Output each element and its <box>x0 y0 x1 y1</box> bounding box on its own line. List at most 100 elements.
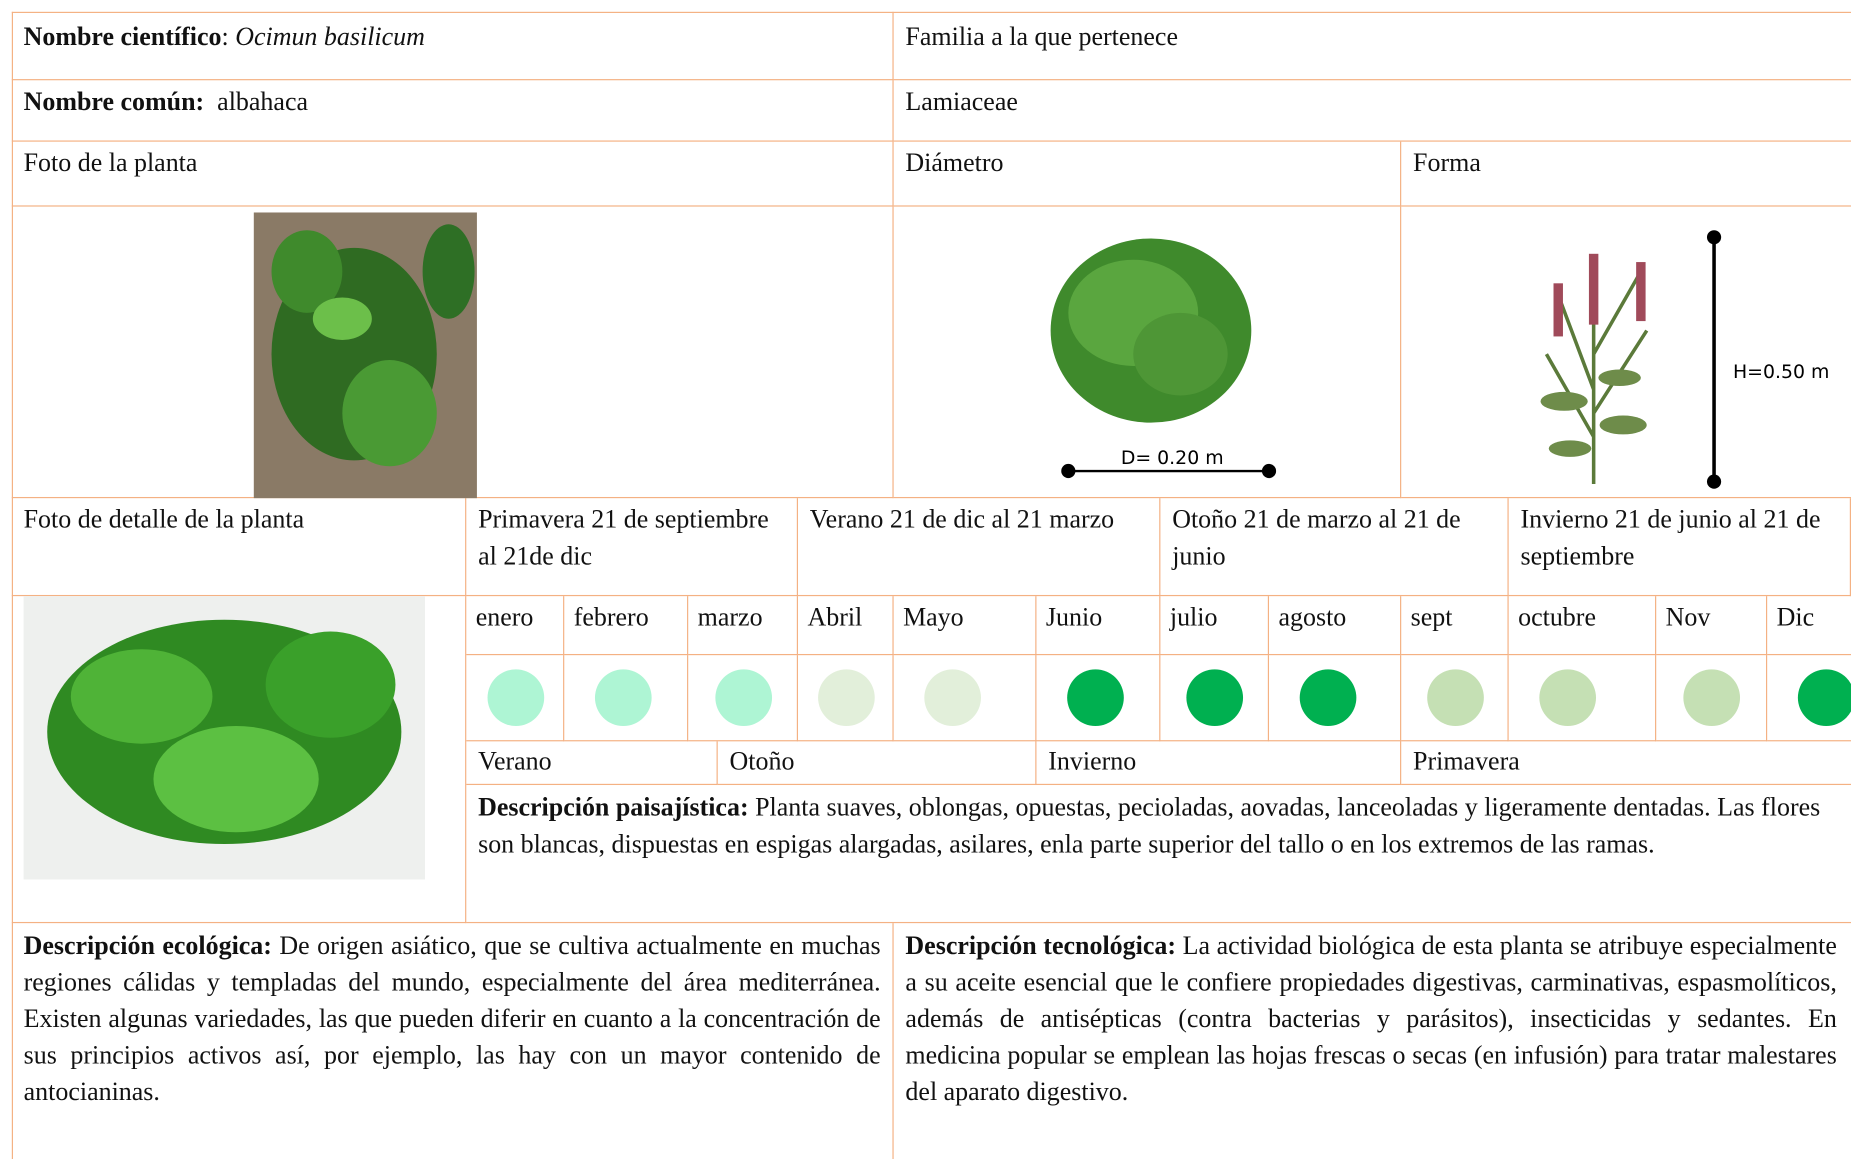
month: sept <box>1410 602 1453 632</box>
month: febrero <box>573 602 649 632</box>
shape-image <box>1540 237 1716 484</box>
cell: Lamiaceae <box>893 80 1851 142</box>
cell: Descripción paisajística: Planta suaves,… <box>466 785 1851 924</box>
month-dot <box>1797 669 1851 726</box>
separator: : <box>221 21 229 51</box>
label: Descripción ecológica: <box>23 930 272 960</box>
month: octubre <box>1518 602 1596 632</box>
month-dot <box>1186 669 1244 726</box>
cell: Junio <box>1036 596 1161 656</box>
season: Verano 21 de dic al 21 marzo <box>809 504 1115 534</box>
label: Foto de detalle de la planta <box>23 504 305 534</box>
cell: julio <box>1160 596 1270 656</box>
cell <box>1036 655 1161 742</box>
label: Nombre común: <box>23 86 205 116</box>
cell: Nombre científico: Ocimun basilicum <box>11 11 894 81</box>
cell <box>798 655 894 742</box>
month: julio <box>1169 602 1218 632</box>
cell <box>893 206 1402 499</box>
cell: Mayo <box>893 596 1037 656</box>
cell <box>564 655 689 742</box>
month: Junio <box>1045 602 1103 632</box>
cell <box>1401 207 1851 499</box>
season: Verano <box>478 746 552 776</box>
cell: Verano <box>466 741 718 786</box>
cell: octubre <box>1508 596 1657 656</box>
cell: Foto de la planta <box>11 141 894 207</box>
cell <box>1269 655 1402 742</box>
cell: Descripción ecológica: De origen asiátic… <box>12 923 894 1159</box>
cell: enero <box>466 596 565 656</box>
month: Nov <box>1665 602 1711 632</box>
season: Otoño <box>729 746 795 776</box>
cell: Familia a la que pertenece <box>893 12 1851 81</box>
month: Abril <box>807 602 863 632</box>
cell: sept <box>1401 596 1509 656</box>
season: Invierno <box>1048 746 1137 776</box>
cell <box>11 596 467 924</box>
label: Familia a la que pertenece <box>905 21 1178 51</box>
text: Planta suaves, oblongas, opuestas, pecio… <box>478 792 1821 859</box>
month: marzo <box>697 602 763 632</box>
month-dot <box>1539 669 1597 726</box>
cell: Invierno <box>1036 741 1402 786</box>
month: agosto <box>1278 602 1347 632</box>
cell: Otoño 21 de marzo al 21 de junio <box>1160 498 1509 597</box>
cell: Descripción tecnológica: La actividad bi… <box>894 923 1851 1159</box>
cell: Invierno 21 de junio al 21 de septiembre <box>1508 498 1851 597</box>
season: Primavera 21 de septiembre al 21de dic <box>478 504 769 571</box>
plant-photo <box>253 212 477 499</box>
cell: Otoño <box>717 741 1037 786</box>
month: Mayo <box>903 602 964 632</box>
season: Otoño 21 de marzo al 21 de junio <box>1172 504 1461 571</box>
label: Diámetro <box>905 147 1004 178</box>
family: Lamiaceae <box>905 86 1018 116</box>
bush-image: D= 0.20 m <box>1050 238 1277 479</box>
cell: Abril <box>798 596 894 656</box>
cell <box>1160 655 1270 742</box>
month-dot <box>1299 669 1357 726</box>
month-dot <box>1067 669 1124 726</box>
cell: Forma <box>1401 142 1851 207</box>
cell: agosto <box>1269 596 1402 656</box>
scientific-name: Ocimun basilicum <box>235 21 425 51</box>
label: Descripción tecnológica: <box>905 930 1177 960</box>
month-dot <box>817 669 875 726</box>
month-dot <box>1683 669 1741 726</box>
text: De origen asiático, que se cultiva actua… <box>23 930 881 1107</box>
cell <box>1508 655 1657 742</box>
label: Foto de la planta <box>23 147 198 178</box>
cell: Nombre común: albahaca <box>11 80 894 142</box>
season: Primavera <box>1413 746 1520 776</box>
cell: febrero <box>564 596 689 656</box>
cell <box>1656 655 1768 742</box>
month-dot <box>1426 669 1484 726</box>
table-border <box>11 11 1851 1159</box>
cell <box>1401 655 1509 742</box>
label: Nombre científico <box>23 21 222 51</box>
cell <box>1767 655 1851 742</box>
season: Invierno 21 de junio al 21 de septiembre <box>1520 504 1821 571</box>
cell: Verano 21 de dic al 21 marzo <box>798 498 1161 597</box>
cell: Nov <box>1656 596 1768 656</box>
month-dot <box>486 669 544 726</box>
cell: Primavera <box>1401 741 1851 786</box>
month-dot <box>714 669 772 726</box>
month: enero <box>475 602 534 632</box>
cell <box>466 655 565 742</box>
cell: Primavera 21 de septiembre al 21de dic <box>466 498 799 597</box>
label: Forma <box>1413 147 1481 178</box>
cell: marzo <box>688 596 799 656</box>
month-dot <box>594 669 652 726</box>
cell <box>893 655 1037 742</box>
common-name: albahaca <box>217 86 308 116</box>
diameter-label: D= 0.20 m <box>1121 447 1224 469</box>
text: La actividad biológica de esta planta se… <box>905 930 1837 1107</box>
height-label: H=0.50 m <box>1733 361 1829 383</box>
label: Descripción paisajística: <box>478 792 749 822</box>
cell: Foto de detalle de la planta <box>11 498 467 597</box>
cell: Dic <box>1767 596 1851 656</box>
